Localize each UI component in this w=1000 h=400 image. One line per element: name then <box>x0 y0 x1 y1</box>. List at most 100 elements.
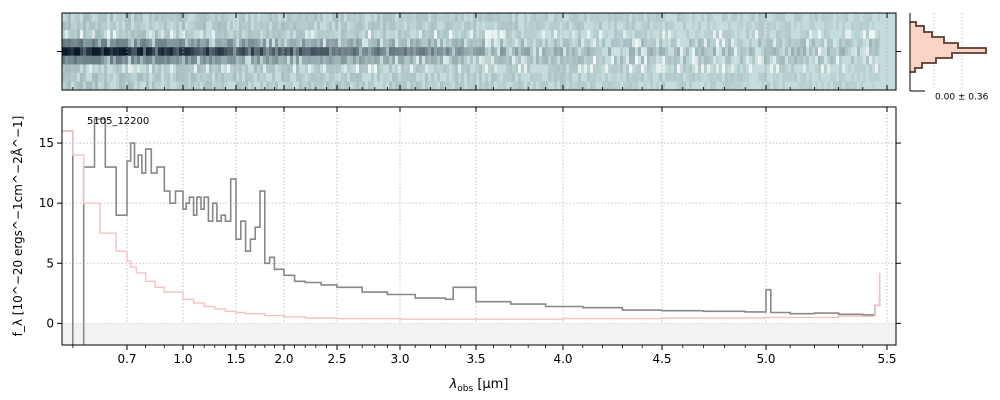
spectrum-2d-pixel <box>599 72 602 82</box>
spectrum-2d-pixel <box>167 47 170 56</box>
spectrum-2d-pixel <box>227 72 230 82</box>
spectrum-2d-pixel <box>527 81 530 90</box>
spectrum-2d-pixel <box>770 21 773 31</box>
spectrum-2d-pixel <box>593 38 596 48</box>
spectrum-2d-pixel <box>152 21 155 31</box>
spectrum-2d-pixel <box>293 64 296 73</box>
spectrum-2d-pixel <box>518 30 521 39</box>
spectrum-2d-pixel <box>356 64 359 73</box>
y-tick-label: 0 <box>46 316 54 330</box>
spectrum-2d-pixel <box>140 38 143 48</box>
spectrum-2d-pixel <box>824 13 827 22</box>
spectrum-2d-pixel <box>371 13 374 22</box>
spectrum-2d-pixel <box>578 30 581 39</box>
spectrum-2d-pixel <box>362 81 365 90</box>
spectrum-2d-pixel <box>860 55 863 65</box>
spectrum-2d-pixel <box>632 47 635 56</box>
spectrum-2d-pixel <box>722 38 725 48</box>
spectrum-2d-pixel <box>644 81 647 90</box>
spectrum-2d-pixel <box>107 47 110 56</box>
spectrum-2d-pixel <box>212 21 215 31</box>
spectrum-2d-pixel <box>290 38 293 48</box>
spectrum-2d-pixel <box>206 81 209 90</box>
spectrum-2d-pixel <box>509 55 512 65</box>
spectrum-2d-pixel <box>644 47 647 56</box>
spectrum-2d-pixel <box>455 47 458 56</box>
spectrum-2d-pixel <box>230 72 233 82</box>
spectrum-2d-pixel <box>749 47 752 56</box>
spectrum-2d-pixel <box>119 64 122 73</box>
spectrum-2d-pixel <box>323 72 326 82</box>
spectrum-2d-pixel <box>458 64 461 73</box>
spectrum-2d-pixel <box>359 47 362 56</box>
spectrum-2d-pixel <box>128 72 131 82</box>
spectrum-2d-pixel <box>293 55 296 65</box>
spectrum-2d-pixel <box>578 47 581 56</box>
spectrum-2d-pixel <box>254 13 257 22</box>
spectrum-2d-pixel <box>68 72 71 82</box>
spectrum-2d-pixel <box>653 55 656 65</box>
spectrum-2d-pixel <box>140 30 143 39</box>
spectrum-2d-pixel <box>224 81 227 90</box>
spectrum-2d-pixel <box>545 55 548 65</box>
spectrum-2d-pixel <box>794 55 797 65</box>
spectrum-2d-pixel <box>491 81 494 90</box>
spectrum-2d-pixel <box>242 13 245 22</box>
x-tick-label: 5.5 <box>877 352 896 366</box>
spectrum-2d-pixel <box>803 64 806 73</box>
spectrum-2d-pixel <box>707 47 710 56</box>
spectrum-2d-pixel <box>548 72 551 82</box>
spectrum-2d-pixel <box>842 47 845 56</box>
spectrum-2d-pixel <box>854 47 857 56</box>
spectrum-2d-pixel <box>479 64 482 73</box>
spectrum-2d-pixel <box>398 21 401 31</box>
spectrum-2d-pixel <box>425 30 428 39</box>
spectrum-2d-pixel <box>365 30 368 39</box>
spectrum-2d-pixel <box>683 21 686 31</box>
histogram-panel: 0.00 ± 0.36 <box>909 13 989 103</box>
x-tick-label: 3.0 <box>390 352 409 366</box>
spectrum-2d-pixel <box>512 72 515 82</box>
spectrum-2d-pixel <box>626 81 629 90</box>
spectrum-2d-pixel <box>584 47 587 56</box>
spectrum-2d-pixel <box>569 55 572 65</box>
spectrum-2d-pixel <box>740 72 743 82</box>
spectrum-2d-pixel <box>341 21 344 31</box>
spectrum-2d-pixel <box>170 38 173 48</box>
spectrum-2d-pixel <box>662 55 665 65</box>
spectrum-2d-pixel <box>326 55 329 65</box>
spectrum-2d-pixel <box>263 30 266 39</box>
spectrum-2d-pixel <box>560 64 563 73</box>
spectrum-2d-pixel <box>749 13 752 22</box>
spectrum-2d-pixel <box>620 64 623 73</box>
spectrum-2d-pixel <box>590 81 593 90</box>
spectrum-2d-pixel <box>416 21 419 31</box>
spectrum-2d-pixel <box>446 30 449 39</box>
spectrum-2d-pixel <box>206 13 209 22</box>
spectrum-2d-pixel <box>332 72 335 82</box>
spectrum-2d-pixel <box>479 55 482 65</box>
spectrum-2d-pixel <box>794 72 797 82</box>
spectrum-2d-pixel <box>191 38 194 48</box>
spectrum-2d-pixel <box>791 47 794 56</box>
spectrum-2d-pixel <box>299 72 302 82</box>
spectrum-2d-pixel <box>728 72 731 82</box>
spectrum-2d-pixel <box>644 21 647 31</box>
spectrum-2d-pixel <box>281 30 284 39</box>
spectrum-2d-pixel <box>137 30 140 39</box>
spectrum-2d-pixel <box>275 38 278 48</box>
spectrum-2d-pixel <box>236 55 239 65</box>
spectrum-2d-pixel <box>338 64 341 73</box>
spectrum-2d-pixel <box>302 13 305 22</box>
x-tick-label: 0.7 <box>117 352 136 366</box>
spectrum-1d-panel: 5105_12200 0.7 1.0 1.5 2.0 2.5 3.0 3.5 4.0 4.5 5.… <box>10 106 901 394</box>
spectrum-2d-pixel <box>578 21 581 31</box>
spectrum-2d-pixel <box>203 13 206 22</box>
spectrum-2d-pixel <box>347 38 350 48</box>
spectrum-2d-pixel <box>296 13 299 22</box>
spectrum-2d-pixel <box>215 47 218 56</box>
spectrum-2d-pixel <box>395 81 398 90</box>
spectrum-2d-pixel <box>110 72 113 82</box>
spectrum-2d-pixel <box>98 38 101 48</box>
spectrum-2d-pixel <box>614 64 617 73</box>
